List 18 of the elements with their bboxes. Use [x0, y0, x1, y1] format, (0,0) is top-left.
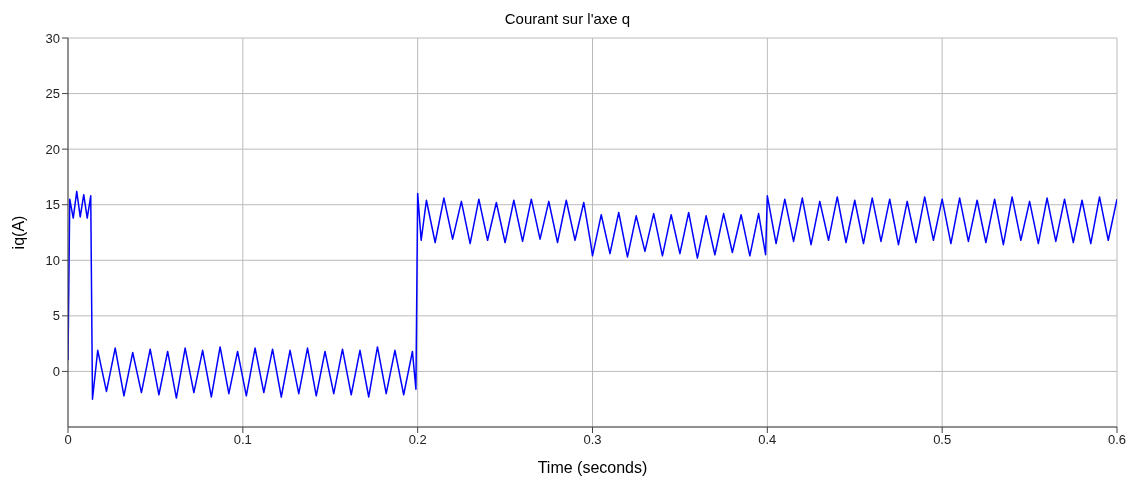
x-tick-label: 0.2	[408, 432, 427, 448]
x-axis-title: Time (seconds)	[537, 459, 648, 476]
y-tick-label: 25	[45, 86, 60, 102]
chart-title: Courant sur l'axe q	[503, 9, 632, 29]
line-series	[68, 190, 1117, 400]
x-tick-label: 0.5	[933, 432, 952, 448]
x-tick-label: 0	[64, 432, 72, 448]
x-tick-label: 0.6	[1107, 432, 1127, 448]
y-tick-label: 10	[45, 252, 60, 268]
x-tick-label: 0.3	[583, 432, 602, 448]
y-tick-label: 0	[52, 364, 60, 380]
y-axis-title: iq(A)	[9, 215, 27, 250]
x-tick-label: 0.1	[233, 432, 252, 448]
y-tick-label: 5	[52, 308, 60, 324]
x-tick-label: 0.4	[758, 432, 777, 448]
y-tick-label: 30	[45, 30, 60, 46]
y-tick-label: 20	[45, 141, 60, 157]
y-tick-label: 15	[45, 197, 60, 213]
